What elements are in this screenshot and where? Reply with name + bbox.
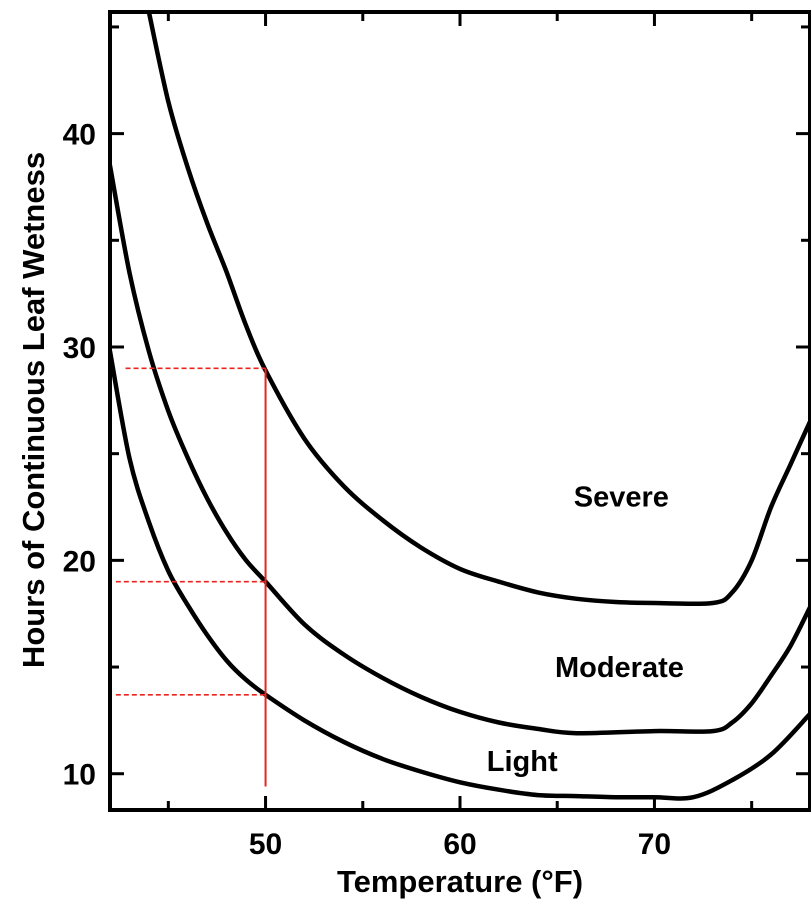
y-tick-label-40: 40: [63, 119, 96, 152]
y-tick-label-20: 20: [63, 545, 96, 578]
region-label-severe: Severe: [574, 481, 669, 513]
region-labels: Severe Moderate Light: [487, 481, 684, 778]
region-label-light: Light: [487, 746, 558, 778]
series-line-moderate: [110, 163, 810, 736]
y-tick-label-10: 10: [63, 759, 96, 792]
plot-frame: [108, 10, 811, 812]
region-label-moderate: Moderate: [555, 652, 684, 684]
y-axis-title: Hours of Continuous Leaf Wetness: [16, 152, 51, 668]
reference-lines: [115, 367, 267, 787]
x-axis-title: Temperature (°F): [337, 864, 583, 899]
y-tick-label-30: 30: [63, 332, 96, 365]
x-tick-label-50: 50: [249, 828, 282, 861]
tick-labels: 50 60 70 10 20 30 40: [63, 119, 672, 861]
tick-marks: [110, 12, 810, 810]
x-tick-label-70: 70: [638, 828, 671, 861]
series-line-severe: [146, 12, 810, 607]
x-tick-label-60: 60: [443, 828, 476, 861]
series-layer: [110, 12, 810, 801]
